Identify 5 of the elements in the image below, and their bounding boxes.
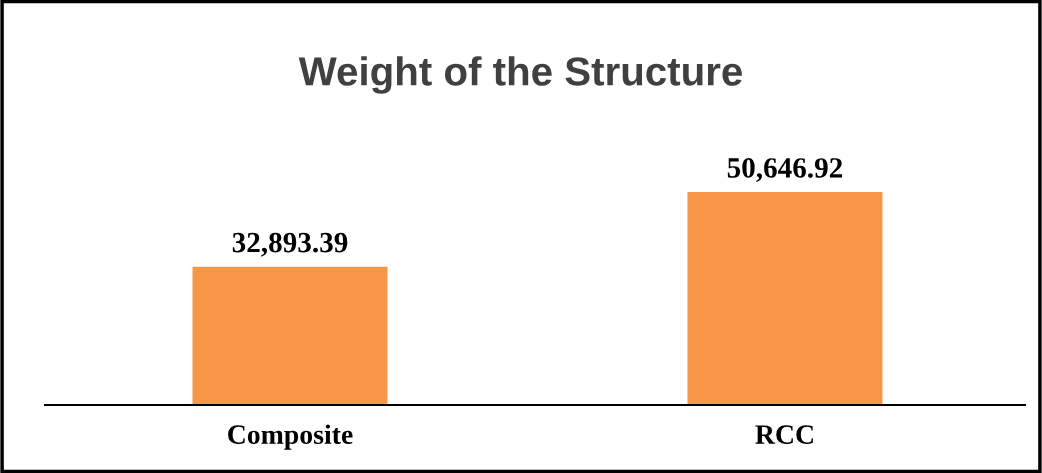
data-label: 50,646.92 xyxy=(727,158,843,182)
data-label: 32,893.39 xyxy=(232,232,348,257)
x-tick-label: RCC xyxy=(755,425,813,444)
chart-title: Weight of the Structure xyxy=(298,56,742,94)
x-tick-label: Composite xyxy=(228,424,353,450)
